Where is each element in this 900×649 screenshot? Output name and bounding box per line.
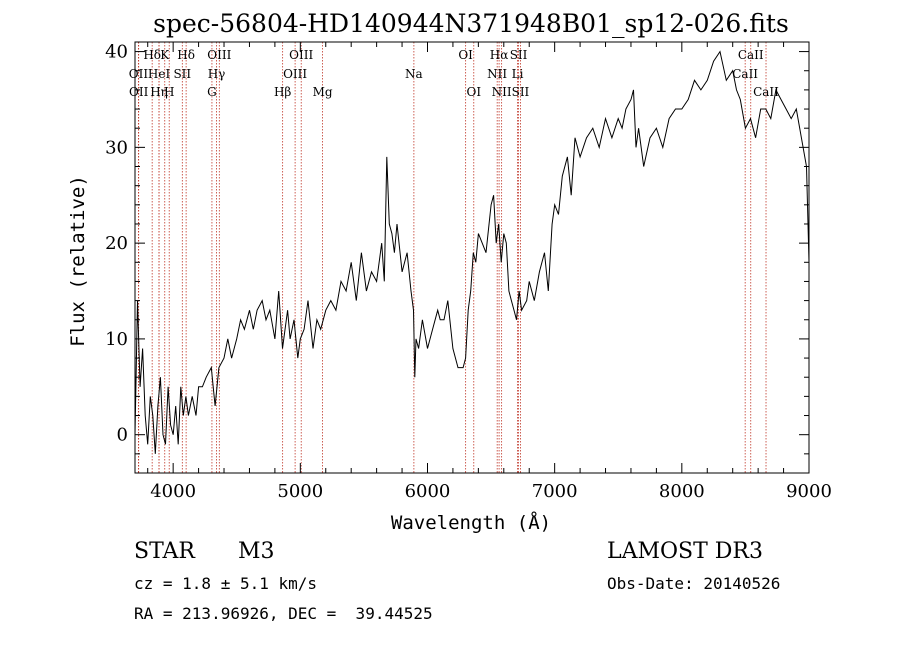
line-label: SII bbox=[173, 67, 191, 81]
line-label: OIII bbox=[207, 48, 231, 62]
x-tick-label: 8000 bbox=[659, 481, 705, 502]
plot-frame bbox=[134, 41, 810, 474]
y-axis: 0 10 20 30 40 bbox=[105, 42, 809, 474]
y-tick-label: 10 bbox=[105, 329, 128, 350]
line-label: OII bbox=[129, 85, 149, 99]
line-label: H bbox=[164, 85, 174, 99]
x-axis: 4000 5000 6000 7000 8000 9000 bbox=[147, 42, 832, 502]
spectrum-line bbox=[134, 50, 810, 454]
x-tick-label: 4000 bbox=[150, 481, 196, 502]
line-label: Mg bbox=[313, 85, 333, 99]
line-label: OIII bbox=[289, 48, 313, 62]
line-label: Hγ bbox=[208, 67, 226, 81]
x-axis-label: Wavelength (Å) bbox=[391, 511, 551, 534]
line-label: Na bbox=[405, 67, 423, 81]
y-tick-label: 20 bbox=[105, 233, 128, 254]
line-label: K bbox=[160, 48, 170, 62]
line-label: OIII bbox=[283, 67, 307, 81]
line-label: CaII bbox=[738, 48, 764, 62]
x-tick-label: 7000 bbox=[532, 481, 578, 502]
line-label: CaII bbox=[732, 67, 758, 81]
line-label: Hα bbox=[490, 48, 509, 62]
spectral-line-markers bbox=[138, 42, 767, 473]
y-tick-label: 0 bbox=[117, 425, 128, 446]
line-label: Li bbox=[512, 67, 524, 81]
line-label: OII bbox=[129, 67, 149, 81]
line-label: Hδ bbox=[177, 48, 195, 62]
obs-date: Obs-Date: 20140526 bbox=[607, 574, 781, 593]
survey-name: LAMOST DR3 bbox=[607, 539, 763, 564]
line-label: G bbox=[207, 85, 217, 99]
line-label: Hδ bbox=[143, 48, 161, 62]
line-label: Hβ bbox=[274, 85, 291, 99]
line-label: Hη bbox=[150, 85, 168, 99]
y-tick-label: 40 bbox=[105, 42, 128, 63]
x-tick-label: 9000 bbox=[786, 481, 832, 502]
line-label: OI bbox=[458, 48, 473, 62]
x-tick-label: 5000 bbox=[277, 481, 323, 502]
line-label: NII bbox=[492, 85, 512, 99]
chart-title: spec-56804-HD140944N371948B01_sp12-026.f… bbox=[153, 9, 789, 38]
line-label: HeI bbox=[148, 67, 171, 81]
line-label: SII bbox=[510, 48, 528, 62]
line-label: SII bbox=[512, 85, 530, 99]
ra-dec: RA = 213.96926, DEC = 39.44525 bbox=[134, 604, 433, 623]
redshift-cz: cz = 1.8 ± 5.1 km/s bbox=[134, 574, 318, 593]
line-label: CaII bbox=[753, 85, 779, 99]
y-tick-label: 30 bbox=[105, 137, 128, 158]
x-tick-label: 6000 bbox=[405, 481, 451, 502]
spectral-line-labels: Hδ OII OII K HeI HηH Hδ SII OIII Hγ G Hβ OIII OIII Mg N… bbox=[129, 48, 779, 99]
line-label: OI bbox=[466, 85, 481, 99]
object-type: STAR bbox=[134, 539, 195, 564]
subclass: M3 bbox=[238, 539, 275, 564]
y-axis-label: Flux (relative) bbox=[67, 175, 89, 347]
line-label: NII bbox=[487, 67, 507, 81]
